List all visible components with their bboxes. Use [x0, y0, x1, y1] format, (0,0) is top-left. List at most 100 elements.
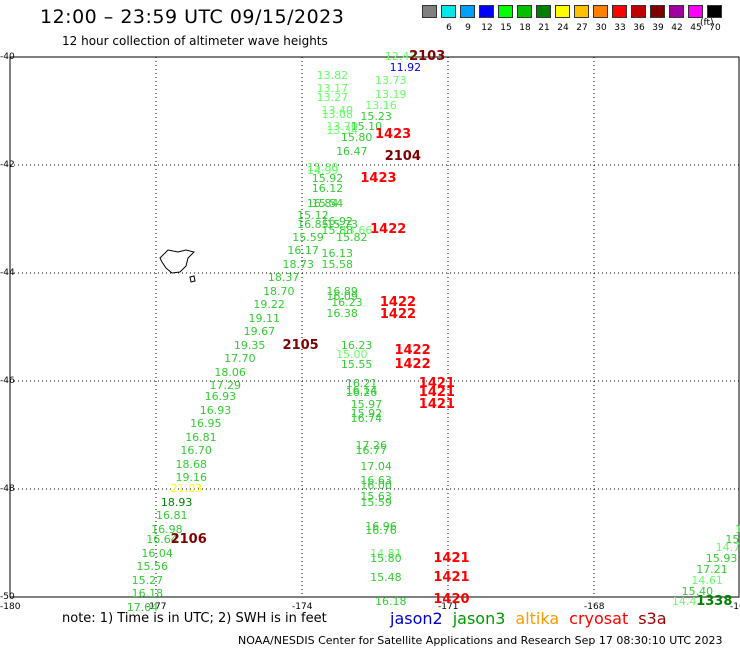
- scale-label: 24: [557, 23, 569, 33]
- wave-height-value: 15.92: [311, 171, 344, 185]
- wave-height-value: 16.89: [326, 284, 358, 298]
- wave-height-value: 16.74: [350, 411, 383, 425]
- pass-time-label: 1338: [696, 594, 733, 610]
- wave-height-value: 16.38: [326, 306, 358, 320]
- pass-time-label: 1421: [418, 397, 455, 413]
- wave-height-value: 19.22: [253, 298, 285, 312]
- wave-height-value: 16.98: [151, 522, 183, 536]
- map-subtitle: 12 hour collection of altimeter wave hei…: [62, 34, 328, 48]
- wave-height-value: 15.73: [326, 218, 358, 232]
- wave-height-value: 18.70: [263, 284, 295, 298]
- wave-height-value: 15.54: [311, 197, 344, 211]
- wave-height-value: 13.27: [316, 90, 349, 104]
- pass-time-label: 1421: [433, 551, 470, 567]
- wave-height-value: 19.35: [233, 338, 266, 352]
- pitt-island-outline: [189, 275, 196, 283]
- wave-height-value: 13.66: [340, 223, 373, 237]
- wave-height-value: 15.97: [350, 398, 383, 412]
- wave-height-value: 13.82: [316, 68, 349, 82]
- map-title: 12:00 – 23:59 UTC 09/15/2023: [40, 6, 345, 28]
- latitude-tick-label: -40: [0, 52, 15, 62]
- wave-height-value: 16.81: [156, 509, 188, 522]
- pass-time-label: 1421: [418, 384, 455, 400]
- wave-height-value: 16.85: [297, 218, 329, 232]
- wave-height-value: 16.21: [345, 376, 378, 390]
- wave-height-value: 15.40: [681, 584, 714, 598]
- scale-label: 30: [595, 23, 607, 33]
- wave-height-value: 18.06: [214, 365, 246, 379]
- wave-height-value: 13.34: [326, 123, 358, 137]
- wave-height-value: 13.40: [321, 104, 353, 117]
- scale-swatch: [707, 5, 722, 18]
- wave-height-value: 21.03: [170, 482, 203, 495]
- pass-time-label: 1421: [433, 570, 470, 586]
- wave-height-value: 16.77: [355, 444, 388, 458]
- wave-height-value: 15.00: [336, 348, 368, 362]
- scale-swatch: [688, 5, 703, 18]
- latitude-tick-label: -48: [0, 484, 15, 494]
- wave-height-value: 16.23: [340, 338, 373, 352]
- wave-height-value: 16.63: [360, 473, 392, 487]
- wave-height-value: 14.99: [306, 164, 339, 178]
- wave-height-value: 15.23: [360, 110, 392, 124]
- scale-swatch: [460, 5, 475, 18]
- pass-time-label: 2103: [409, 49, 446, 64]
- wave-height-value: 17.21: [696, 563, 728, 576]
- scale-swatch: [422, 5, 437, 18]
- scale-label: 36: [633, 23, 645, 33]
- wave-height-value: 13.08: [321, 108, 353, 122]
- wave-height-value: 15.88: [321, 223, 353, 237]
- longitude-tick-label: -177: [146, 602, 167, 612]
- satellite-legend-item: jason2: [390, 609, 443, 628]
- pass-time-label: 1422: [394, 343, 431, 359]
- scale-swatch: [669, 5, 684, 18]
- wave-height-value: 16.04: [141, 546, 173, 560]
- wave-height-value: 15.10: [350, 120, 383, 134]
- wave-height-value: 15.55: [340, 357, 373, 371]
- credit-line: NOAA/NESDIS Center for Satellite Applica…: [238, 634, 723, 647]
- satellite-legend: jason2 jason3 altika cryosat s3a: [390, 609, 677, 628]
- wave-height-value: 17.04: [126, 600, 159, 614]
- wave-height-value: 13.73: [375, 74, 407, 88]
- wave-height-value: 14.81: [370, 546, 402, 560]
- latitude-tick-label: -46: [0, 376, 15, 386]
- wave-height-value: 16.26: [345, 385, 378, 399]
- wave-height-value: 16.93: [204, 390, 237, 404]
- wave-height-value: 16.76: [365, 523, 397, 537]
- scale-label: 33: [614, 23, 626, 33]
- chatham-island-outline: [159, 249, 195, 274]
- wave-height-value: 14.61: [691, 573, 723, 587]
- wave-height-value: 15.82: [336, 230, 368, 244]
- wave-height-value: 15.80: [306, 160, 339, 174]
- scale-label: 9: [465, 23, 471, 33]
- scale-swatch: [631, 5, 646, 18]
- wave-height-value: 19.16: [175, 471, 207, 485]
- wave-height-value: 19.11: [248, 311, 280, 325]
- wave-height-value: 12.43: [384, 50, 417, 63]
- longitude-tick-label: -174: [292, 602, 313, 612]
- wave-height-value: 15.59: [360, 495, 392, 509]
- pass-time-label: 1423: [375, 127, 412, 143]
- wave-height-value: 18.73: [282, 257, 315, 271]
- scale-label: 15: [500, 23, 512, 33]
- wave-height-value: 15.92: [350, 407, 383, 421]
- pass-time-label: 2105: [282, 337, 319, 353]
- wave-height-value: 15.58: [321, 257, 353, 271]
- satellite-legend-item: s3a: [638, 609, 667, 628]
- map-border: [9, 56, 740, 598]
- pass-time-label: 1422: [379, 294, 417, 310]
- wave-height-value: 15.56: [136, 560, 169, 574]
- wave-height-value: 16.13: [321, 247, 353, 261]
- pass-time-label: 1423: [360, 170, 397, 186]
- scale-label: 45: [690, 23, 702, 33]
- wave-height-value: 16.09: [326, 290, 358, 304]
- wave-height-value: 15.63: [360, 490, 392, 504]
- latitude-tick-label: -50: [0, 592, 15, 602]
- wave-height-value: 16.17: [287, 244, 319, 258]
- wave-height-value: 16.14: [345, 383, 378, 397]
- wave-height-value: 16.00: [360, 479, 392, 493]
- wave-height-value: 15.28: [725, 533, 740, 547]
- wave-height-value: 11.92: [389, 60, 422, 74]
- wave-height-value: 16.93: [199, 403, 232, 417]
